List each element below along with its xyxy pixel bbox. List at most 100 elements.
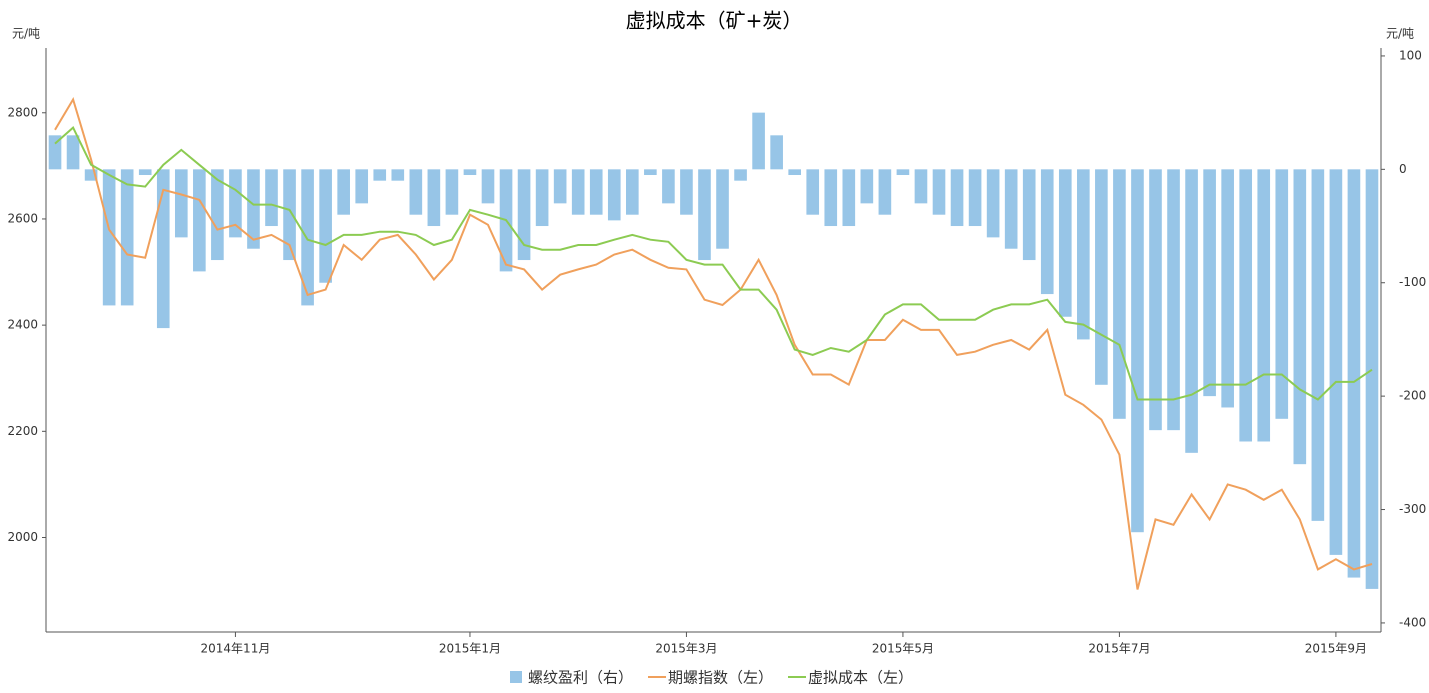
bar [788, 169, 801, 176]
bar [932, 169, 946, 215]
bar [1185, 169, 1198, 453]
x-tick-label: 2015年5月 [872, 642, 934, 656]
bar [1004, 169, 1018, 249]
bar [1347, 169, 1361, 578]
y-unit: 元/吨 [12, 27, 40, 41]
y2-tick-label: 100 [1399, 48, 1422, 62]
bar [1239, 169, 1253, 442]
bar [698, 169, 711, 261]
line [54, 125, 1373, 401]
bar [1221, 169, 1234, 408]
bar [445, 169, 459, 215]
bar [102, 169, 116, 306]
bar [337, 169, 350, 215]
bar [1293, 169, 1307, 465]
bar [156, 169, 170, 329]
bar [409, 169, 423, 215]
y2-tick-label: -200 [1399, 389, 1426, 403]
bar [48, 135, 62, 170]
bar [1095, 169, 1108, 385]
y-tick-label: 2600 [7, 211, 38, 225]
bar [138, 169, 152, 176]
x-tick-label: 2015年9月 [1305, 642, 1367, 656]
bar [662, 169, 675, 204]
line [54, 97, 1373, 590]
bar [517, 169, 531, 261]
bar [265, 169, 278, 227]
bar [174, 169, 188, 238]
bar [680, 169, 693, 215]
bar [373, 169, 387, 181]
bar [1329, 169, 1343, 555]
y2-tick-label: -400 [1399, 615, 1426, 629]
bar [986, 169, 1000, 238]
bar [734, 169, 747, 181]
bar [1275, 169, 1289, 419]
bar [120, 169, 134, 306]
bar [1365, 169, 1379, 589]
bar [644, 169, 657, 176]
bar [1257, 169, 1271, 442]
bar [463, 169, 477, 176]
bar [716, 169, 729, 249]
bar [247, 169, 260, 249]
bar [626, 169, 639, 215]
bar [1022, 169, 1036, 261]
bar [193, 169, 206, 272]
x-tick-label: 2015年1月 [439, 642, 501, 656]
bar [571, 169, 585, 215]
bar [1077, 169, 1090, 340]
y-tick-label: 2200 [7, 424, 38, 438]
bar [1167, 169, 1180, 431]
bar [427, 169, 441, 227]
bar [535, 169, 549, 227]
y-tick-label: 2000 [7, 530, 38, 544]
y-tick-label: 2400 [7, 318, 38, 332]
bar [1311, 169, 1325, 521]
x-tick-label: 2015年7月 [1088, 642, 1150, 656]
x-tick-label: 2014年11月 [201, 642, 271, 656]
bar [589, 169, 603, 215]
x-tick-label: 2015年3月 [655, 642, 717, 656]
bar [553, 169, 567, 204]
bar [860, 169, 874, 204]
bar [391, 169, 405, 181]
bar [319, 169, 332, 283]
bar [1113, 169, 1126, 419]
bar [283, 169, 296, 261]
bar [752, 112, 765, 170]
bar [1149, 169, 1162, 431]
bar [66, 135, 80, 170]
bar [1040, 169, 1054, 295]
bar [301, 169, 314, 306]
y2-tick-label: 0 [1399, 162, 1407, 176]
bar [896, 169, 910, 176]
bar [806, 169, 820, 215]
bar [950, 169, 964, 227]
bar [211, 169, 224, 261]
bar [481, 169, 495, 204]
y2-tick-label: -300 [1399, 502, 1426, 516]
bar [824, 169, 838, 227]
legend-label: 期螺指数（左） [668, 669, 773, 687]
bar [1131, 169, 1144, 533]
y-tick-label: 2800 [7, 105, 38, 119]
bar [229, 169, 242, 238]
y2-unit: 元/吨 [1386, 27, 1414, 41]
bar [355, 169, 369, 204]
legend-swatch [510, 671, 522, 683]
legend-label: 虚拟成本（左） [808, 669, 913, 687]
bar [1203, 169, 1216, 397]
y2-tick-label: -100 [1399, 275, 1426, 289]
bar [607, 169, 621, 221]
bar [914, 169, 928, 204]
bar [842, 169, 856, 227]
bar [878, 169, 892, 215]
bar [84, 169, 98, 181]
legend-label: 螺纹盈利（右） [528, 669, 633, 687]
bar [968, 169, 982, 227]
bar [1058, 169, 1072, 317]
bar [770, 135, 783, 170]
chart-title: 虚拟成本（矿+炭） [626, 9, 803, 33]
